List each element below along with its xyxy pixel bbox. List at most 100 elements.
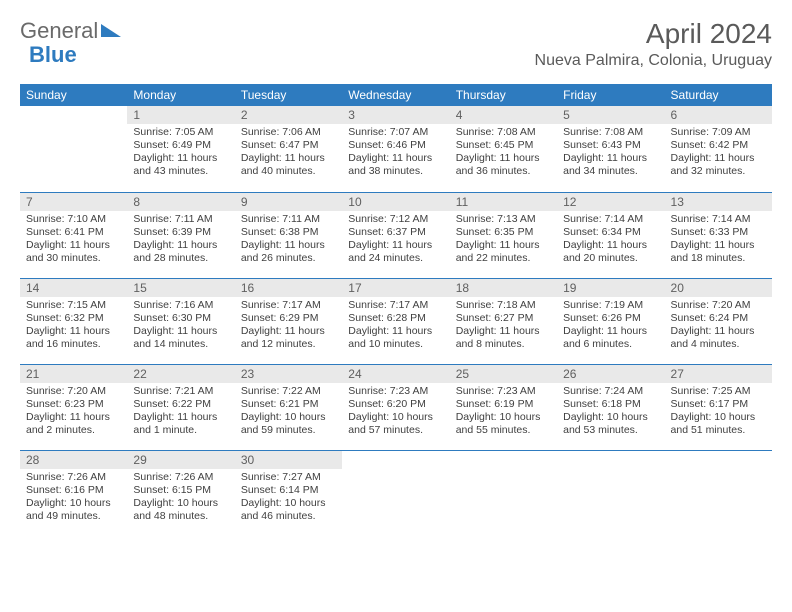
day-number: 17 bbox=[342, 279, 449, 297]
sunset-text: Sunset: 6:21 PM bbox=[241, 398, 336, 411]
calendar-cell: 4Sunrise: 7:08 AMSunset: 6:45 PMDaylight… bbox=[450, 106, 557, 192]
day-number: 1 bbox=[127, 106, 234, 124]
calendar-cell: 16Sunrise: 7:17 AMSunset: 6:29 PMDayligh… bbox=[235, 278, 342, 364]
sunrise-text: Sunrise: 7:11 AM bbox=[133, 213, 228, 226]
sunset-text: Sunset: 6:16 PM bbox=[26, 484, 121, 497]
sunrise-text: Sunrise: 7:24 AM bbox=[563, 385, 658, 398]
day-number: 26 bbox=[557, 365, 664, 383]
calendar-row: 21Sunrise: 7:20 AMSunset: 6:23 PMDayligh… bbox=[20, 364, 772, 450]
daylight-text: Daylight: 11 hours and 8 minutes. bbox=[456, 325, 551, 351]
sunset-text: Sunset: 6:37 PM bbox=[348, 226, 443, 239]
sunrise-text: Sunrise: 7:13 AM bbox=[456, 213, 551, 226]
sunrise-text: Sunrise: 7:17 AM bbox=[241, 299, 336, 312]
sunset-text: Sunset: 6:46 PM bbox=[348, 139, 443, 152]
sunrise-text: Sunrise: 7:23 AM bbox=[456, 385, 551, 398]
daylight-text: Daylight: 11 hours and 24 minutes. bbox=[348, 239, 443, 265]
weekday-header-row: Sunday Monday Tuesday Wednesday Thursday… bbox=[20, 84, 772, 106]
day-body: Sunrise: 7:07 AMSunset: 6:46 PMDaylight:… bbox=[342, 124, 449, 183]
sunrise-text: Sunrise: 7:10 AM bbox=[26, 213, 121, 226]
day-number: 25 bbox=[450, 365, 557, 383]
day-body: Sunrise: 7:11 AMSunset: 6:39 PMDaylight:… bbox=[127, 211, 234, 270]
daylight-text: Daylight: 11 hours and 16 minutes. bbox=[26, 325, 121, 351]
calendar-cell: 18Sunrise: 7:18 AMSunset: 6:27 PMDayligh… bbox=[450, 278, 557, 364]
calendar-cell: 2Sunrise: 7:06 AMSunset: 6:47 PMDaylight… bbox=[235, 106, 342, 192]
sunrise-text: Sunrise: 7:07 AM bbox=[348, 126, 443, 139]
daylight-text: Daylight: 10 hours and 51 minutes. bbox=[671, 411, 766, 437]
day-body: Sunrise: 7:16 AMSunset: 6:30 PMDaylight:… bbox=[127, 297, 234, 356]
daylight-text: Daylight: 10 hours and 59 minutes. bbox=[241, 411, 336, 437]
day-number: 9 bbox=[235, 193, 342, 211]
daylight-text: Daylight: 11 hours and 20 minutes. bbox=[563, 239, 658, 265]
day-number: 14 bbox=[20, 279, 127, 297]
calendar-cell: 15Sunrise: 7:16 AMSunset: 6:30 PMDayligh… bbox=[127, 278, 234, 364]
day-body: Sunrise: 7:25 AMSunset: 6:17 PMDaylight:… bbox=[665, 383, 772, 442]
day-body: Sunrise: 7:26 AMSunset: 6:15 PMDaylight:… bbox=[127, 469, 234, 528]
sunrise-text: Sunrise: 7:08 AM bbox=[563, 126, 658, 139]
calendar-cell: 1Sunrise: 7:05 AMSunset: 6:49 PMDaylight… bbox=[127, 106, 234, 192]
sunset-text: Sunset: 6:20 PM bbox=[348, 398, 443, 411]
day-body: Sunrise: 7:11 AMSunset: 6:38 PMDaylight:… bbox=[235, 211, 342, 270]
daylight-text: Daylight: 11 hours and 10 minutes. bbox=[348, 325, 443, 351]
month-title: April 2024 bbox=[535, 18, 772, 50]
weekday-header: Thursday bbox=[450, 84, 557, 106]
day-number: 27 bbox=[665, 365, 772, 383]
daylight-text: Daylight: 11 hours and 34 minutes. bbox=[563, 152, 658, 178]
calendar-row: 14Sunrise: 7:15 AMSunset: 6:32 PMDayligh… bbox=[20, 278, 772, 364]
brand-part1: General bbox=[20, 18, 98, 44]
day-body: Sunrise: 7:13 AMSunset: 6:35 PMDaylight:… bbox=[450, 211, 557, 270]
sunset-text: Sunset: 6:38 PM bbox=[241, 226, 336, 239]
daylight-text: Daylight: 10 hours and 48 minutes. bbox=[133, 497, 228, 523]
day-body: Sunrise: 7:22 AMSunset: 6:21 PMDaylight:… bbox=[235, 383, 342, 442]
calendar-cell bbox=[20, 106, 127, 192]
calendar-cell: 10Sunrise: 7:12 AMSunset: 6:37 PMDayligh… bbox=[342, 192, 449, 278]
calendar-cell: 17Sunrise: 7:17 AMSunset: 6:28 PMDayligh… bbox=[342, 278, 449, 364]
day-number: 19 bbox=[557, 279, 664, 297]
day-body: Sunrise: 7:17 AMSunset: 6:28 PMDaylight:… bbox=[342, 297, 449, 356]
day-body: Sunrise: 7:18 AMSunset: 6:27 PMDaylight:… bbox=[450, 297, 557, 356]
daylight-text: Daylight: 11 hours and 2 minutes. bbox=[26, 411, 121, 437]
calendar-cell: 28Sunrise: 7:26 AMSunset: 6:16 PMDayligh… bbox=[20, 450, 127, 536]
daylight-text: Daylight: 11 hours and 40 minutes. bbox=[241, 152, 336, 178]
header: General April 2024 Nueva Palmira, Coloni… bbox=[20, 18, 772, 70]
calendar-cell: 14Sunrise: 7:15 AMSunset: 6:32 PMDayligh… bbox=[20, 278, 127, 364]
sunrise-text: Sunrise: 7:11 AM bbox=[241, 213, 336, 226]
day-number: 30 bbox=[235, 451, 342, 469]
day-number: 6 bbox=[665, 106, 772, 124]
day-number: 13 bbox=[665, 193, 772, 211]
day-number bbox=[557, 451, 664, 455]
sunrise-text: Sunrise: 7:06 AM bbox=[241, 126, 336, 139]
sunset-text: Sunset: 6:41 PM bbox=[26, 226, 121, 239]
sunrise-text: Sunrise: 7:09 AM bbox=[671, 126, 766, 139]
triangle-icon bbox=[101, 21, 121, 42]
sunset-text: Sunset: 6:23 PM bbox=[26, 398, 121, 411]
day-number: 5 bbox=[557, 106, 664, 124]
daylight-text: Daylight: 11 hours and 43 minutes. bbox=[133, 152, 228, 178]
daylight-text: Daylight: 10 hours and 46 minutes. bbox=[241, 497, 336, 523]
sunrise-text: Sunrise: 7:15 AM bbox=[26, 299, 121, 312]
daylight-text: Daylight: 11 hours and 12 minutes. bbox=[241, 325, 336, 351]
day-number: 2 bbox=[235, 106, 342, 124]
day-body: Sunrise: 7:20 AMSunset: 6:24 PMDaylight:… bbox=[665, 297, 772, 356]
day-body: Sunrise: 7:23 AMSunset: 6:19 PMDaylight:… bbox=[450, 383, 557, 442]
day-number: 3 bbox=[342, 106, 449, 124]
sunrise-text: Sunrise: 7:19 AM bbox=[563, 299, 658, 312]
sunset-text: Sunset: 6:17 PM bbox=[671, 398, 766, 411]
day-number: 24 bbox=[342, 365, 449, 383]
day-number: 22 bbox=[127, 365, 234, 383]
calendar-cell: 22Sunrise: 7:21 AMSunset: 6:22 PMDayligh… bbox=[127, 364, 234, 450]
daylight-text: Daylight: 11 hours and 26 minutes. bbox=[241, 239, 336, 265]
sunset-text: Sunset: 6:35 PM bbox=[456, 226, 551, 239]
daylight-text: Daylight: 10 hours and 55 minutes. bbox=[456, 411, 551, 437]
sunset-text: Sunset: 6:14 PM bbox=[241, 484, 336, 497]
sunrise-text: Sunrise: 7:26 AM bbox=[26, 471, 121, 484]
sunrise-text: Sunrise: 7:27 AM bbox=[241, 471, 336, 484]
calendar-cell: 12Sunrise: 7:14 AMSunset: 6:34 PMDayligh… bbox=[557, 192, 664, 278]
weekday-header: Wednesday bbox=[342, 84, 449, 106]
calendar-cell: 5Sunrise: 7:08 AMSunset: 6:43 PMDaylight… bbox=[557, 106, 664, 192]
day-body: Sunrise: 7:19 AMSunset: 6:26 PMDaylight:… bbox=[557, 297, 664, 356]
day-number: 15 bbox=[127, 279, 234, 297]
day-number: 29 bbox=[127, 451, 234, 469]
sunset-text: Sunset: 6:27 PM bbox=[456, 312, 551, 325]
calendar-cell: 30 Sunrise: 7:27 AMSunset: 6:14 PMDayligh… bbox=[235, 450, 342, 536]
sunrise-text: Sunrise: 7:17 AM bbox=[348, 299, 443, 312]
